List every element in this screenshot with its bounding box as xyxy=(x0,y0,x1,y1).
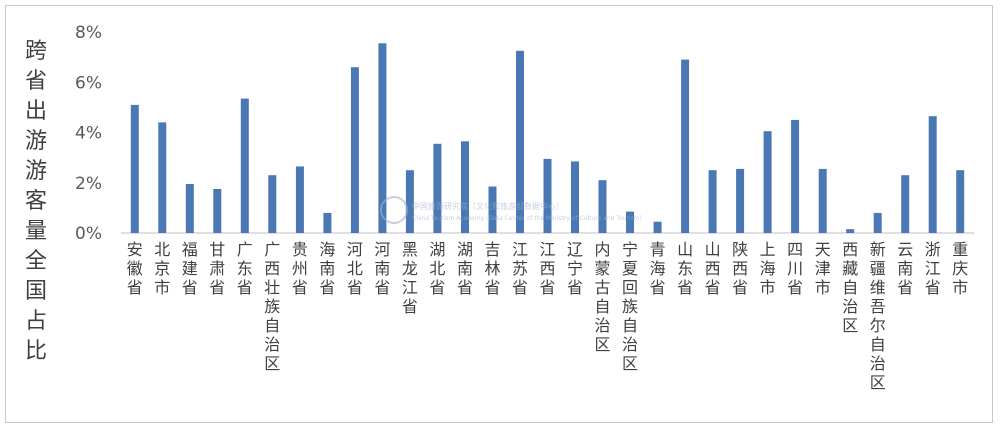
x-tick-label: 江苏省 xyxy=(512,240,528,297)
x-tick-label: 西藏自治区 xyxy=(842,240,858,335)
x-tick-label: 天津市 xyxy=(815,240,831,297)
bar xyxy=(488,186,497,233)
y-axis-label-char: 占 xyxy=(25,309,47,334)
bar xyxy=(433,143,442,233)
bars xyxy=(130,43,965,234)
y-axis-ticks: 0% 2% 4% 6% 8% xyxy=(75,23,102,244)
bar xyxy=(543,158,552,233)
y-axis-label-char: 省 xyxy=(25,69,47,94)
bar xyxy=(378,43,387,233)
y-tick-label: 4% xyxy=(75,124,102,144)
y-tick-label: 8% xyxy=(75,23,102,43)
bar xyxy=(461,141,469,233)
x-tick-label: 安徽省 xyxy=(127,240,143,297)
bar xyxy=(405,170,414,233)
bar xyxy=(185,184,194,233)
x-tick-label: 上海市 xyxy=(760,240,776,297)
watermark-line1: 中国旅游研究院（文化和旅游部数据中心） xyxy=(412,201,564,211)
x-tick-label: 新疆维吾尔自治区 xyxy=(870,240,886,392)
y-tick-label: 0% xyxy=(75,224,102,244)
bar xyxy=(598,180,607,233)
watermark-line2: China Tourism Academy (Data Center of th… xyxy=(412,215,642,222)
bar xyxy=(158,122,167,233)
y-tick-label: 6% xyxy=(75,73,102,93)
y-axis-label-char: 出 xyxy=(25,99,47,124)
x-tick-label: 北京市 xyxy=(154,240,170,297)
watermark: 中国旅游研究院（文化和旅游部数据中心） China Tourism Academ… xyxy=(380,196,642,224)
bar xyxy=(873,212,882,233)
bar xyxy=(846,229,855,233)
x-tick-label: 甘肃省 xyxy=(209,240,225,297)
x-tick-label: 黑龙江省 xyxy=(402,240,418,316)
bar xyxy=(240,98,249,233)
chart-frame: 跨省出游游客量全国占比 0% 2% 4% 6% 8% 安徽省 北京市 福建省 甘肃省 广东省 广西… xyxy=(5,5,993,423)
x-tick-label: 海南省 xyxy=(319,240,335,297)
x-tick-label: 贵州省 xyxy=(292,240,308,297)
x-tick-label: 湖南省 xyxy=(457,240,473,297)
x-tick-label: 福建省 xyxy=(182,240,198,297)
bar xyxy=(213,189,222,233)
y-axis-label-char: 比 xyxy=(25,339,47,364)
x-tick-label: 宁夏回族自治区 xyxy=(622,240,638,373)
x-tick-label: 内蒙古自治区 xyxy=(594,240,610,354)
y-axis-label-char: 国 xyxy=(25,279,47,304)
bar xyxy=(791,119,800,233)
bar xyxy=(653,221,662,233)
bar xyxy=(928,116,937,233)
x-tick-label: 广东省 xyxy=(237,240,253,297)
bar xyxy=(516,50,524,233)
bar xyxy=(571,161,579,233)
bar xyxy=(130,104,139,234)
bar xyxy=(681,59,690,233)
bar xyxy=(626,211,634,233)
bar xyxy=(708,170,717,233)
bar xyxy=(901,175,910,233)
x-tick-label: 河南省 xyxy=(374,240,390,297)
x-tick-label: 青海省 xyxy=(650,240,666,297)
x-tick-label: 广西壮族自治区 xyxy=(264,240,280,373)
x-tick-label: 重庆市 xyxy=(952,240,968,297)
bar xyxy=(295,166,304,233)
bar xyxy=(956,170,965,233)
bar xyxy=(763,131,772,233)
watermark-logo-icon xyxy=(380,196,408,224)
bar xyxy=(323,212,332,233)
x-tick-label: 陕西省 xyxy=(732,240,748,297)
y-axis-label-char: 客 xyxy=(25,189,47,214)
x-tick-label: 浙江省 xyxy=(925,240,941,297)
bar xyxy=(350,67,359,233)
x-tick-label: 江西省 xyxy=(539,240,555,297)
x-tick-label: 河北省 xyxy=(347,240,363,297)
bar xyxy=(268,175,277,233)
x-axis-ticks: 安徽省北京市福建省甘肃省广东省广西壮族自治区贵州省海南省河北省河南省黑龙江省湖北… xyxy=(127,240,968,392)
y-axis-label-char: 全 xyxy=(25,249,47,274)
x-tick-label: 吉林省 xyxy=(484,240,500,297)
x-tick-label: 山西省 xyxy=(705,240,721,297)
bar xyxy=(818,168,827,233)
bar xyxy=(736,168,745,233)
y-tick-label: 2% xyxy=(75,174,102,194)
x-tick-label: 湖北省 xyxy=(429,240,445,297)
y-axis-label-char: 量 xyxy=(25,219,47,244)
x-tick-label: 山东省 xyxy=(677,240,693,297)
x-tick-label: 四川省 xyxy=(787,240,803,297)
y-axis-label-char: 游 xyxy=(25,159,47,184)
x-tick-label: 云南省 xyxy=(897,240,913,297)
x-tick-label: 辽宁省 xyxy=(567,240,583,297)
y-axis-label-char: 跨 xyxy=(25,39,47,64)
y-axis-label-char: 游 xyxy=(25,129,47,154)
